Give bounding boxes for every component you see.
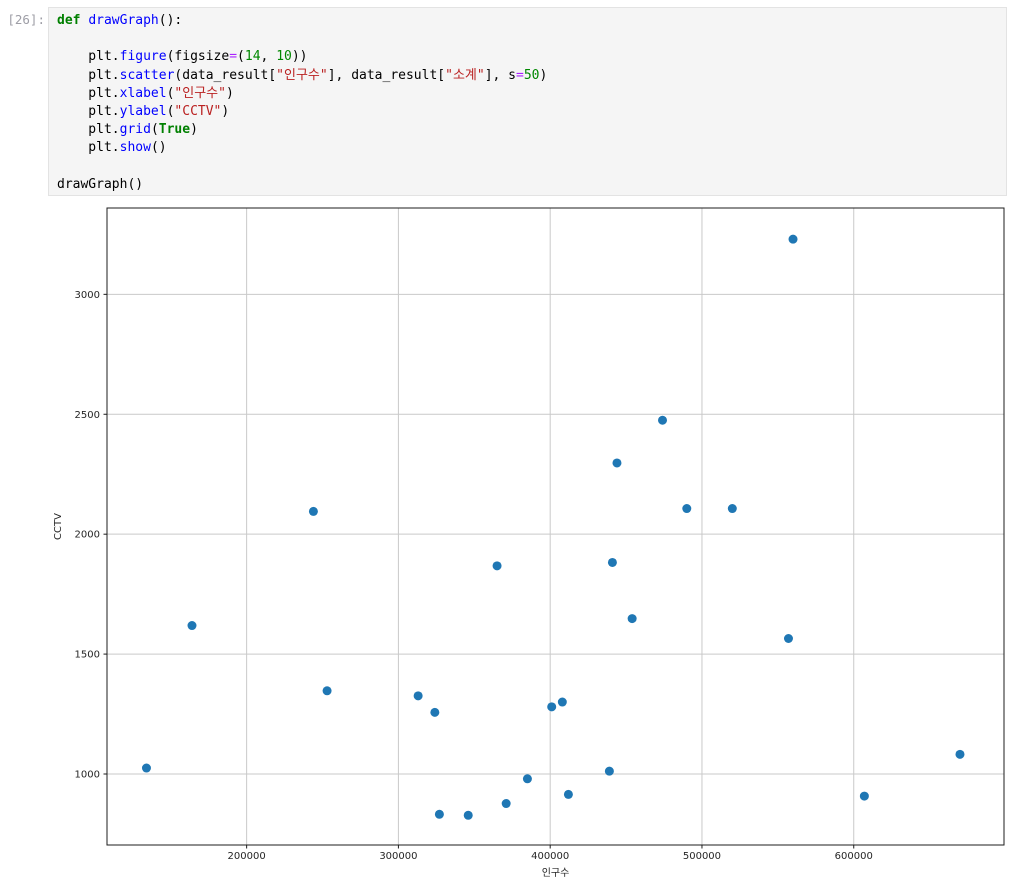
data-point <box>308 506 318 516</box>
data-point <box>522 774 532 784</box>
y-tick-label: 2000 <box>75 530 100 541</box>
data-point <box>955 749 965 759</box>
x-tick-label: 400000 <box>531 851 569 862</box>
x-tick-label: 500000 <box>683 851 721 862</box>
y-tick-label: 1000 <box>75 770 100 781</box>
data-point <box>492 561 502 571</box>
data-point <box>607 557 617 567</box>
code-line: def drawGraph(): <box>57 13 183 28</box>
data-point <box>658 415 668 425</box>
data-point <box>547 702 557 712</box>
x-tick-label: 600000 <box>835 851 873 862</box>
y-axis-label: CCTV <box>53 513 64 540</box>
data-point <box>604 766 614 776</box>
data-point <box>501 799 511 809</box>
code-line: drawGraph() <box>57 176 144 192</box>
code-line <box>57 30 998 48</box>
code-line: plt.scatter(data_result["인구수"], data_res… <box>57 67 548 83</box>
execution-count-prompt: [26]: <box>7 12 45 27</box>
data-point <box>783 634 793 644</box>
code-line: plt.show() <box>57 140 167 156</box>
code-editor[interactable]: def drawGraph(): plt.figure(figsize=(14,… <box>57 12 998 194</box>
data-point <box>322 686 332 696</box>
x-axis-label: 인구수 <box>542 867 570 879</box>
data-point <box>434 809 444 819</box>
data-point <box>187 621 197 631</box>
code-line: plt.xlabel("인구수") <box>57 85 234 101</box>
data-point <box>612 458 622 468</box>
x-tick-label: 300000 <box>379 851 417 862</box>
data-point <box>413 691 423 701</box>
data-point <box>682 504 692 514</box>
data-point <box>463 810 473 820</box>
y-tick-label: 1500 <box>75 650 100 661</box>
data-point <box>563 789 573 799</box>
data-point <box>430 707 440 717</box>
data-point <box>557 697 567 707</box>
code-line: plt.ylabel("CCTV") <box>57 104 230 120</box>
data-point <box>141 763 151 773</box>
scatter-plot: 200000 300000 400000 500000 600000 1000 1500 20… <box>53 207 1005 879</box>
code-line: plt.grid(True) <box>57 122 198 138</box>
x-tick-label: 200000 <box>228 851 266 862</box>
data-point <box>727 504 737 514</box>
code-line: plt.figure(figsize=(14, 10)) <box>57 49 308 65</box>
code-line <box>57 158 998 176</box>
y-tick-label: 2500 <box>75 410 100 421</box>
data-point <box>627 614 637 624</box>
axes-spines <box>106 207 1005 846</box>
data-point <box>859 791 869 801</box>
y-tick-label: 3000 <box>75 290 100 301</box>
code-input-area[interactable]: def drawGraph(): plt.figure(figsize=(14,… <box>48 7 1007 196</box>
figure-output: 200000 300000 400000 500000 600000 1000 1500 20… <box>48 200 1014 884</box>
data-point <box>788 234 798 244</box>
